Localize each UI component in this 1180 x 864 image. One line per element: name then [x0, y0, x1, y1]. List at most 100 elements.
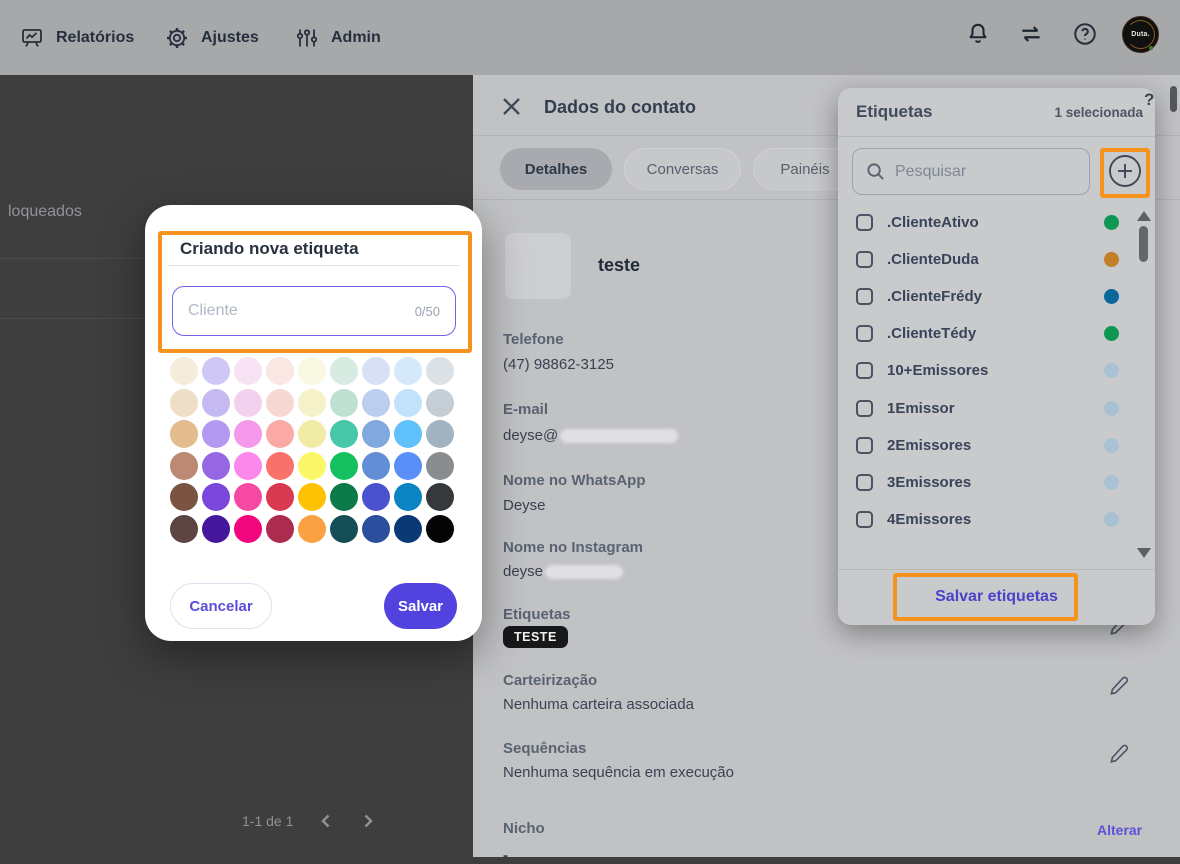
color-swatch[interactable]	[362, 514, 390, 543]
color-swatch[interactable]	[362, 483, 390, 511]
color-swatch[interactable]	[170, 451, 198, 480]
color-swatch[interactable]	[266, 483, 294, 511]
color-swatch[interactable]	[298, 357, 326, 385]
etiqueta-item-4emissores[interactable]: 4Emissores	[856, 508, 1119, 532]
checkbox[interactable]	[856, 287, 873, 305]
color-swatch[interactable]	[234, 420, 262, 448]
color-swatch[interactable]	[330, 357, 358, 385]
etiqueta-item-3emissores[interactable]: 3Emissores	[856, 470, 1119, 494]
color-swatch[interactable]	[330, 483, 358, 511]
color-swatch[interactable]	[298, 420, 326, 448]
phone-label: Telefone	[503, 331, 564, 348]
color-swatch[interactable]	[362, 357, 390, 385]
color-swatch[interactable]	[394, 420, 422, 448]
color-swatch[interactable]	[330, 514, 358, 543]
color-swatch[interactable]	[170, 388, 198, 417]
color-swatch[interactable]	[266, 451, 294, 480]
popup-scrollbar-thumb[interactable]	[1139, 226, 1148, 262]
color-swatch[interactable]	[330, 420, 358, 448]
color-swatch[interactable]	[330, 388, 358, 417]
etiqueta-item-clienteativo[interactable]: .ClienteAtivo	[856, 210, 1119, 234]
color-swatch[interactable]	[426, 420, 454, 448]
checkbox[interactable]	[856, 511, 873, 529]
color-swatch[interactable]	[202, 483, 230, 511]
etiqueta-item-clienteduda[interactable]: .ClienteDuda	[856, 247, 1119, 271]
save-button[interactable]: Salvar	[384, 583, 457, 629]
help-icon[interactable]	[1072, 21, 1098, 47]
tab-conversas[interactable]: Conversas	[624, 148, 741, 190]
etiqueta-item-clientefrdy[interactable]: .ClienteFrédy	[856, 284, 1119, 308]
etiqueta-label: 1Emissor	[887, 399, 955, 417]
color-swatch[interactable]	[170, 357, 198, 385]
color-swatch[interactable]	[170, 483, 198, 511]
close-icon[interactable]	[502, 97, 521, 116]
color-swatch[interactable]	[362, 451, 390, 480]
color-swatch[interactable]	[266, 388, 294, 417]
color-swatch[interactable]	[298, 388, 326, 417]
color-swatch[interactable]	[202, 514, 230, 543]
etiqueta-item-2emissores[interactable]: 2Emissores	[856, 433, 1119, 457]
color-swatch[interactable]	[394, 483, 422, 511]
color-swatch[interactable]	[298, 514, 326, 543]
nav-item-ajustes[interactable]: Ajustes	[165, 0, 259, 75]
etiqueta-name-input[interactable]: Cliente 0/50	[172, 286, 456, 336]
color-swatch[interactable]	[426, 451, 454, 480]
color-swatch[interactable]	[426, 388, 454, 417]
etiquetas-popup: Etiquetas 1 selecionada Pesquisar .Clien…	[838, 88, 1155, 625]
bell-icon[interactable]	[965, 21, 991, 47]
color-swatch[interactable]	[234, 388, 262, 417]
scroll-down-arrow[interactable]	[1137, 548, 1151, 558]
etiqueta-item-clientetdy[interactable]: .ClienteTédy	[856, 322, 1119, 346]
tab-detalhes[interactable]: Detalhes	[500, 148, 612, 190]
checkbox[interactable]	[856, 473, 873, 491]
color-swatch[interactable]	[362, 388, 390, 417]
color-swatch[interactable]	[394, 514, 422, 543]
color-swatch[interactable]	[266, 357, 294, 385]
color-swatch[interactable]	[298, 451, 326, 480]
checkbox[interactable]	[856, 213, 873, 231]
checkbox[interactable]	[856, 436, 873, 454]
cancel-button[interactable]: Cancelar	[170, 583, 272, 629]
color-swatch[interactable]	[234, 483, 262, 511]
checkbox[interactable]	[856, 250, 873, 268]
chevron-left-icon[interactable]	[317, 812, 335, 830]
color-swatch[interactable]	[426, 514, 454, 543]
color-swatch[interactable]	[394, 388, 422, 417]
color-swatch[interactable]	[202, 451, 230, 480]
color-swatch[interactable]	[426, 357, 454, 385]
color-swatch[interactable]	[266, 420, 294, 448]
checkbox[interactable]	[856, 362, 873, 380]
chevron-right-icon[interactable]	[359, 812, 377, 830]
color-swatch[interactable]	[394, 357, 422, 385]
color-swatch[interactable]	[234, 514, 262, 543]
edit-carteirizacao-icon[interactable]	[1108, 675, 1132, 699]
color-swatch[interactable]	[202, 388, 230, 417]
save-etiquetas-button[interactable]: Salvar etiquetas	[935, 588, 1058, 605]
etiquetas-search-input[interactable]: Pesquisar	[852, 148, 1090, 195]
color-swatch[interactable]	[170, 420, 198, 448]
panel-scrollbar-thumb[interactable]	[1170, 86, 1177, 112]
color-swatch[interactable]	[298, 483, 326, 511]
add-etiqueta-button[interactable]	[1108, 154, 1142, 188]
edit-sequencias-icon[interactable]	[1108, 743, 1132, 767]
swap-arrows-icon[interactable]	[1018, 21, 1044, 47]
color-swatch[interactable]	[330, 451, 358, 480]
color-swatch[interactable]	[394, 451, 422, 480]
etiqueta-item-10+emissores[interactable]: 10+Emissores	[856, 359, 1119, 383]
color-swatch[interactable]	[234, 357, 262, 385]
scroll-up-arrow[interactable]	[1137, 211, 1151, 221]
color-swatch[interactable]	[234, 451, 262, 480]
etiqueta-item-1emissor[interactable]: 1Emissor	[856, 396, 1119, 420]
nicho-alterar-link[interactable]: Alterar	[1097, 822, 1143, 838]
color-swatch[interactable]	[362, 420, 390, 448]
color-swatch[interactable]	[266, 514, 294, 543]
checkbox[interactable]	[856, 325, 873, 343]
checkbox[interactable]	[856, 399, 873, 417]
user-avatar[interactable]: Duta.	[1122, 16, 1159, 53]
nav-item-admin[interactable]: Admin	[295, 0, 381, 75]
color-swatch[interactable]	[202, 420, 230, 448]
nav-item-relatorios[interactable]: Relatórios	[20, 0, 134, 75]
color-swatch[interactable]	[426, 483, 454, 511]
color-swatch[interactable]	[202, 357, 230, 385]
color-swatch[interactable]	[170, 514, 198, 543]
